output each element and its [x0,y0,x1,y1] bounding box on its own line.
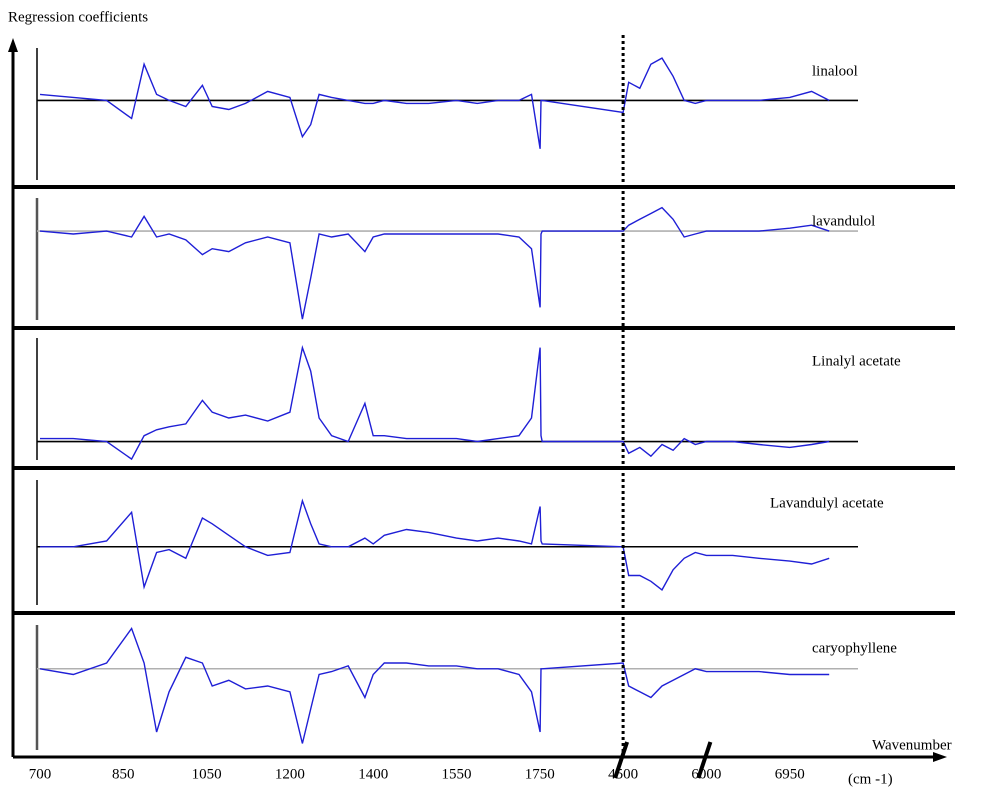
x-tick-label: 1050 [192,766,222,782]
x-tick-label: 6000 [691,766,721,782]
series-label: caryophyllene [812,640,897,656]
axis-break [613,741,629,779]
axis-break [696,741,713,779]
y-axis-label: Regression coefficients [8,9,148,25]
spectrum-line [39,206,830,320]
x-tick-label: 700 [29,766,52,782]
spectrum-line [39,627,830,744]
x-tick-label: 1400 [358,766,388,782]
spectrum-line [39,57,830,149]
x-axis-unit: (cm -1) [848,771,893,787]
series-label: Linalyl acetate [812,353,901,369]
series-label: lavandulol [812,213,875,229]
y-axis-arrow [8,38,18,52]
spectrum-line [40,344,830,461]
x-tick-label: 1200 [275,766,305,782]
x-tick-label: 1550 [442,766,472,782]
series-label: Lavandulyl acetate [770,495,884,511]
x-tick-label: 6950 [775,766,805,782]
x-tick-label: 1750 [525,766,555,782]
x-axis-arrow [933,752,947,762]
series-label: linalool [812,63,858,79]
spectrum-line [40,498,830,591]
x-axis-label: Wavenumber [872,737,952,753]
x-tick-label: 4500 [608,766,638,782]
x-tick-label: 850 [112,766,135,782]
